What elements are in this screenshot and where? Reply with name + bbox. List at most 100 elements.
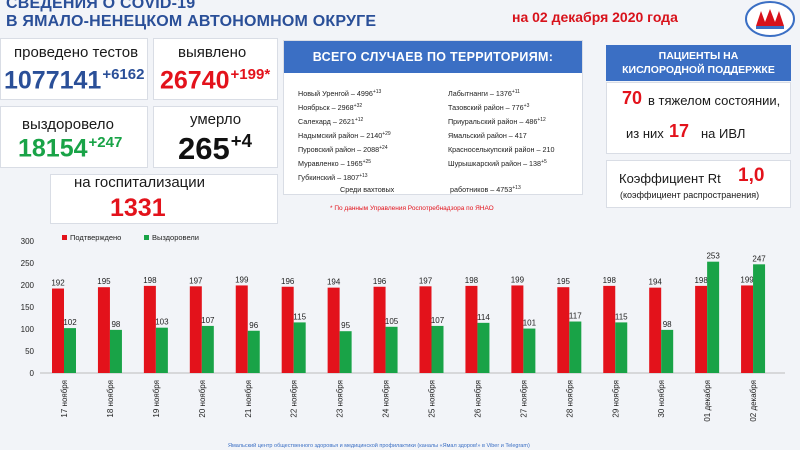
data-label-0-12: 198 [603, 276, 617, 285]
territory-right-2: Приуральский район – 486+12 [448, 117, 546, 126]
ivl-prefix: из них [626, 126, 664, 141]
territory-right-5: Шурышкарский район – 138+5 [448, 159, 547, 168]
territory-left-3: Надымский район – 2140+29 [298, 131, 391, 140]
bar-confirmed-13 [649, 287, 662, 373]
data-label-1-1: 98 [111, 320, 120, 329]
recovered-delta: +247 [88, 134, 123, 151]
territory-right-4: Красноселькупский район – 210 [448, 145, 555, 154]
bar-recovered-5 [293, 322, 306, 373]
oxygen-header-line1: ПАЦИЕНТЫ НА [658, 50, 739, 62]
bar-confirmed-4 [235, 285, 248, 373]
y-tick-label: 100 [21, 325, 35, 334]
data-label-1-2: 103 [155, 318, 169, 327]
data-label-1-5: 115 [293, 312, 306, 321]
data-label-0-8: 197 [419, 276, 433, 285]
data-label-1-9: 114 [477, 313, 490, 322]
hospital-label: на госпитализации [74, 174, 206, 191]
y-tick-label: 200 [21, 281, 35, 290]
detected-delta: +199* [230, 66, 271, 83]
report-date: на 02 декабря 2020 года [512, 9, 678, 25]
x-tick-label: 19 ноября [152, 380, 161, 418]
territory-right-3: Ямальский район – 417 [448, 131, 527, 140]
data-label-0-2: 198 [143, 276, 157, 285]
bar-confirmed-14 [695, 285, 708, 373]
oxygen-header-line2: КИСЛОРОДНОЙ ПОДДЕРЖКЕ [622, 64, 775, 76]
ministry-emblem-icon [745, 1, 795, 37]
source-note: * По данным Управления Роспотребнадзора … [330, 205, 494, 212]
x-tick-label: 26 ноября [473, 380, 482, 418]
bar-recovered-9 [477, 322, 490, 373]
legend-label-0: Подтверждено [70, 233, 121, 242]
legend-swatch-1 [144, 235, 149, 240]
recovered-card [0, 106, 148, 168]
footer-credit: Ямальский центр общественного здоровья и… [228, 443, 530, 449]
data-label-1-3: 107 [201, 316, 215, 325]
legend-swatch-0 [62, 235, 67, 240]
data-label-1-15: 247 [752, 254, 766, 263]
x-tick-label: 29 ноября [611, 380, 620, 418]
data-label-0-3: 197 [189, 276, 203, 285]
bar-recovered-2 [155, 327, 168, 373]
tests-number: 1077141 [4, 66, 102, 95]
x-tick-label: 20 ноября [198, 380, 207, 418]
data-label-0-13: 194 [649, 278, 663, 287]
bar-confirmed-9 [465, 285, 478, 373]
bar-recovered-15 [753, 264, 766, 373]
recovered-number: 18154 [18, 134, 88, 163]
x-tick-label: 17 ноября [60, 380, 69, 418]
bar-recovered-3 [201, 325, 214, 373]
bar-recovered-8 [431, 325, 444, 373]
bar-recovered-4 [247, 330, 260, 373]
detected-value: 26740+199* [160, 66, 270, 95]
page-title-line2: В ЯМАЛО-НЕНЕЦКОМ АВТОНОМНОМ ОКРУГЕ [6, 13, 377, 30]
detected-number: 26740 [160, 66, 230, 95]
data-label-0-14: 198 [694, 276, 708, 285]
data-label-1-10: 101 [523, 319, 537, 328]
bar-confirmed-11 [557, 287, 570, 373]
bar-recovered-0 [64, 328, 76, 373]
x-tick-label: 28 ноября [565, 380, 574, 418]
bar-confirmed-0 [52, 288, 64, 373]
bar-confirmed-15 [741, 285, 754, 373]
died-card [153, 106, 278, 168]
bar-recovered-14 [707, 261, 720, 373]
bar-confirmed-8 [419, 286, 432, 373]
tests-delta: +6162 [102, 66, 145, 83]
hospital-card [50, 174, 278, 224]
bar-confirmed-5 [281, 286, 294, 373]
data-label-0-5: 196 [281, 277, 295, 286]
bar-recovered-6 [339, 331, 352, 373]
data-label-1-14: 253 [706, 252, 720, 261]
bar-confirmed-1 [97, 287, 110, 373]
data-label-1-6: 95 [341, 321, 350, 330]
rt-value: 1,0 [738, 165, 765, 186]
bar-recovered-10 [523, 328, 536, 373]
x-tick-label: 02 декабря [749, 380, 758, 422]
data-label-1-8: 107 [431, 316, 445, 325]
territory-right-1: Тазовский район – 776+3 [448, 103, 530, 112]
data-label-1-12: 115 [615, 312, 628, 321]
data-label-0-15: 199 [740, 275, 754, 284]
data-label-1-4: 96 [249, 321, 258, 330]
data-label-1-7: 105 [385, 317, 399, 326]
hospital-value: 1331 [110, 194, 166, 222]
bar-confirmed-7 [373, 286, 386, 373]
data-label-0-1: 195 [97, 277, 111, 286]
rt-card [606, 160, 791, 208]
bar-confirmed-12 [603, 285, 616, 373]
shift-workers-value: работников – 4753+13 [450, 185, 521, 194]
ivl-value: 17 [669, 121, 690, 141]
rt-sublabel: (коэффициент распространения) [620, 190, 760, 200]
data-label-1-0: 102 [63, 318, 77, 327]
x-tick-label: 27 ноября [519, 380, 528, 418]
territory-left-1: Ноябрьск – 2968+32 [298, 103, 363, 112]
oxygen-card [606, 82, 791, 154]
data-label-0-10: 199 [511, 275, 525, 284]
y-tick-label: 150 [21, 303, 35, 312]
territories-panel: ВСЕГО СЛУЧАЕВ ПО ТЕРРИТОРИЯМ: Новый Урен… [283, 40, 583, 195]
data-label-0-11: 195 [557, 277, 571, 286]
y-tick-label: 0 [30, 369, 35, 378]
ivl-label: на ИВЛ [701, 126, 746, 141]
tests-value: 1077141+6162 [4, 66, 144, 95]
shift-workers-label: Среди вахтовых [340, 185, 395, 194]
